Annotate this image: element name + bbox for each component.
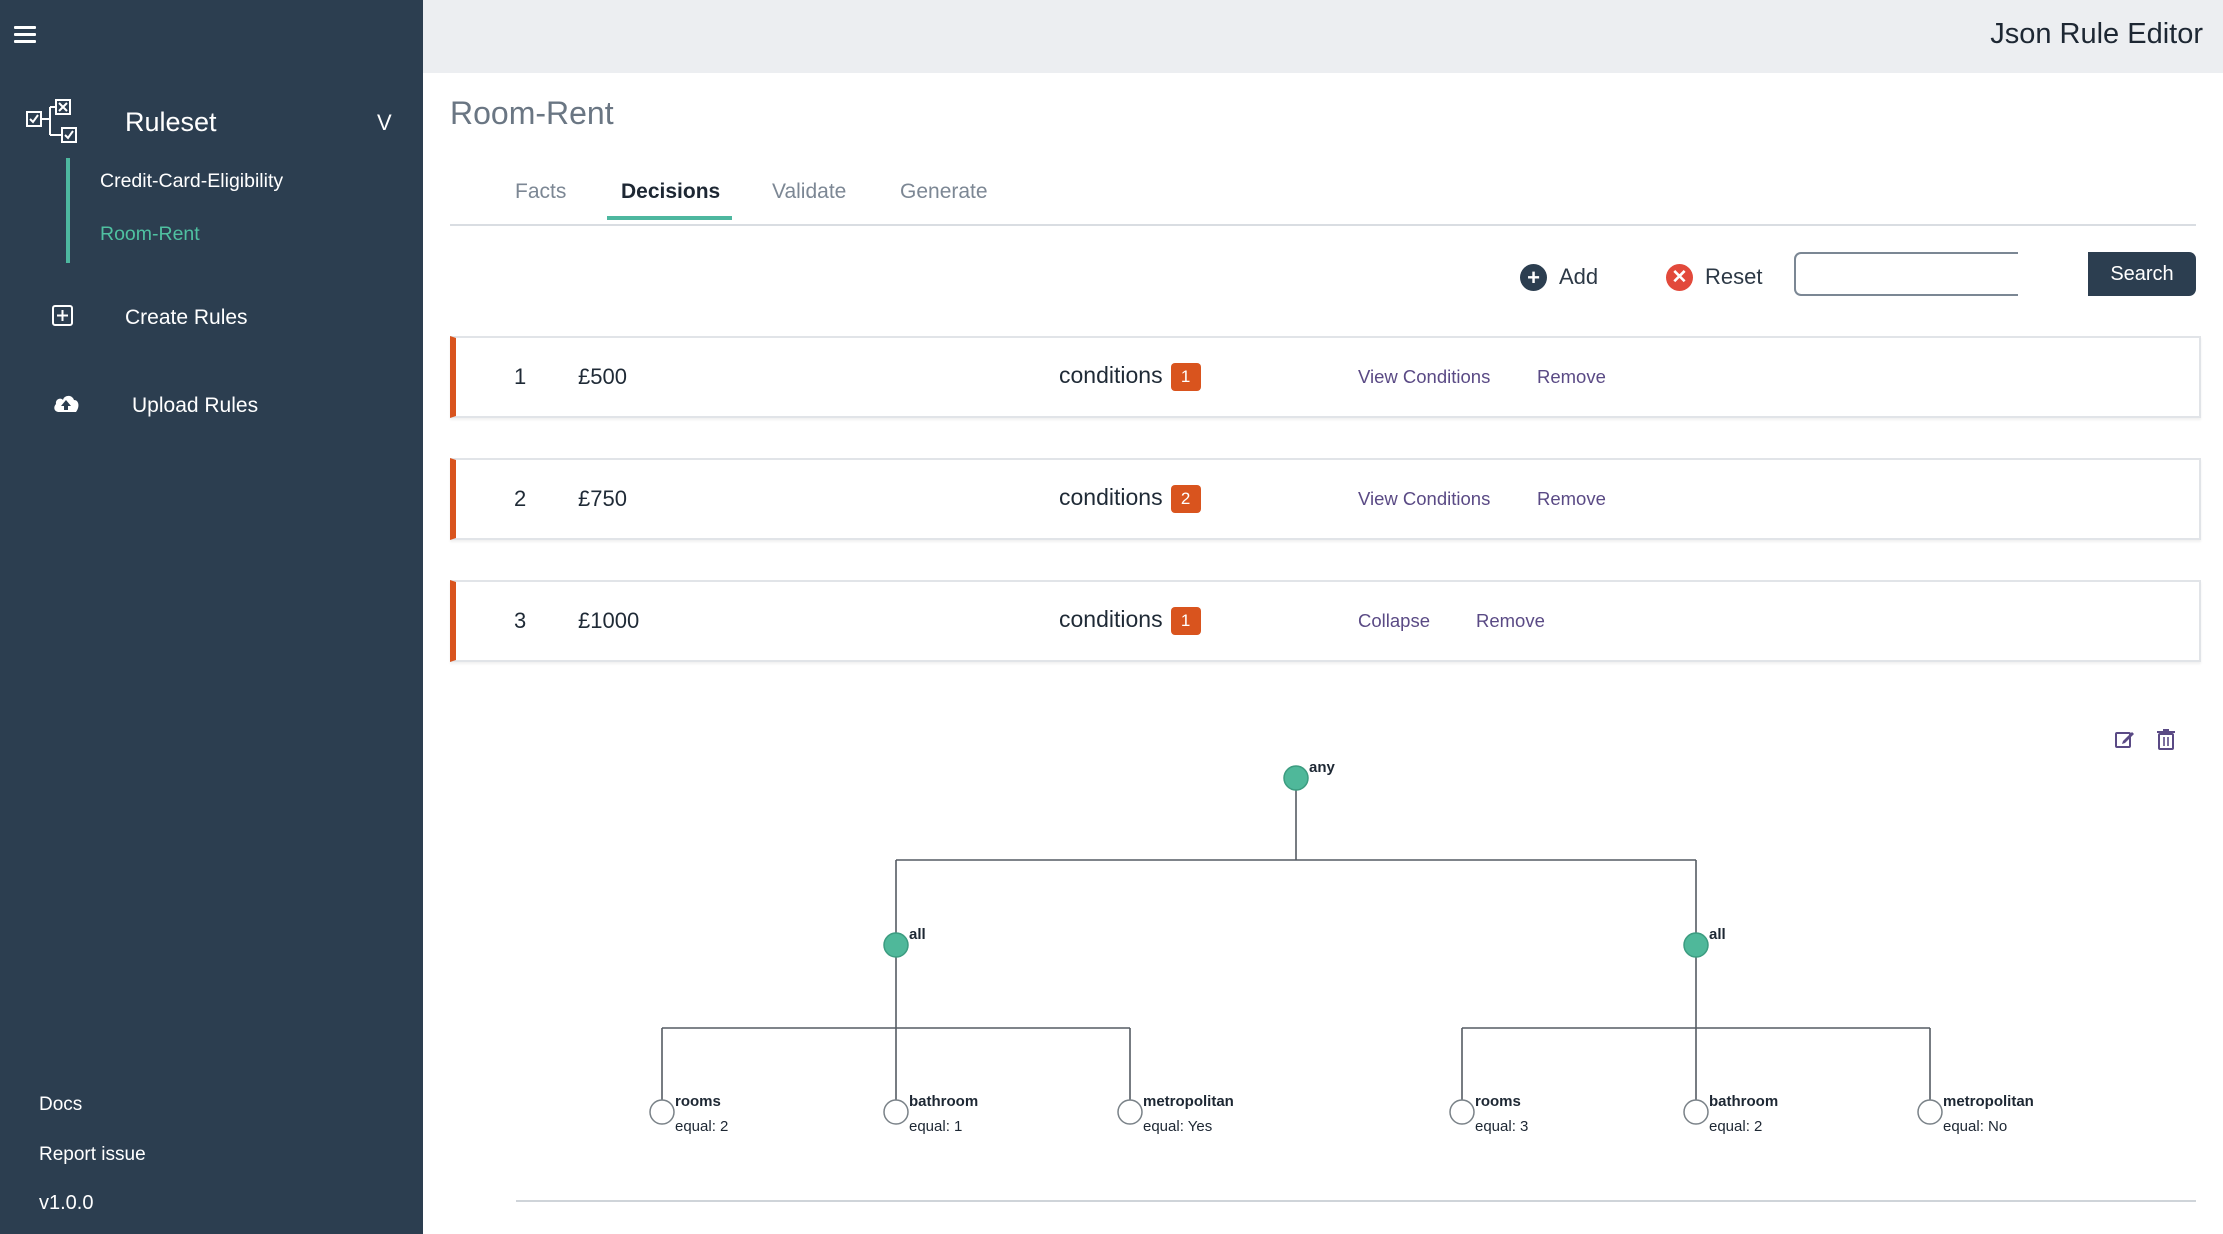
search-input[interactable] <box>1794 252 2018 296</box>
version-label: v1.0.0 <box>39 1192 94 1214</box>
leaf-fact: rooms <box>675 1093 721 1110</box>
tab-generate[interactable]: Generate <box>900 180 988 203</box>
conditions-text: conditions <box>1059 484 1163 510</box>
leaf-fact: rooms <box>1475 1093 1521 1110</box>
tree-leaf[interactable]: metropolitan equal: No <box>1917 1093 2034 1135</box>
decision-value: £750 <box>578 486 627 511</box>
conditions-tree: any all all rooms equal: 2 bathroom equa… <box>649 759 2034 1135</box>
tab-validate[interactable]: Validate <box>772 180 847 203</box>
leaf-fact: bathroom <box>1709 1093 1778 1110</box>
plus-circle-icon: + <box>1520 263 1547 291</box>
tab-facts[interactable]: Facts <box>515 180 567 203</box>
leaf-fact: metropolitan <box>1143 1093 1234 1110</box>
report-issue-link[interactable]: Report issue <box>39 1144 146 1165</box>
decision-value: £1000 <box>578 608 640 633</box>
tree-node-branch[interactable]: all <box>883 926 926 958</box>
tree-node-label: all <box>909 926 926 943</box>
leaf-condition: equal: 3 <box>1475 1118 1528 1135</box>
reset-label: Reset <box>1705 264 1763 289</box>
ruleset-label[interactable]: Ruleset <box>125 107 217 137</box>
remove-link[interactable]: Remove <box>1537 488 1606 509</box>
decision-row: 1 £500 conditions 1 View Conditions Remov… <box>450 336 2201 418</box>
tree-leaf[interactable]: bathroom equal: 2 <box>1683 1093 1778 1135</box>
create-rules-link[interactable]: Create Rules <box>125 306 248 329</box>
search-button[interactable]: Search <box>2088 252 2196 296</box>
conditions-label: conditions 1 <box>1059 606 1201 635</box>
decision-index: 1 <box>514 364 527 389</box>
tree-node-root[interactable]: any <box>1283 759 1336 791</box>
tree-leaf[interactable]: rooms equal: 2 <box>649 1093 728 1135</box>
ruleset-item-credit-card-eligibility[interactable]: Credit-Card-Eligibility <box>100 170 284 192</box>
ruleset-list: Credit-Card-Eligibility Room-Rent <box>66 158 410 263</box>
app-title: Json Rule Editor <box>1990 18 2203 50</box>
conditions-count-badge: 2 <box>1170 484 1201 513</box>
docs-link[interactable]: Docs <box>39 1094 83 1115</box>
cloud-upload-icon[interactable] <box>52 392 80 414</box>
add-button[interactable]: + Add <box>1520 262 1598 292</box>
tree-node-label: any <box>1309 759 1336 776</box>
remove-link[interactable]: Remove <box>1476 610 1545 631</box>
divider <box>516 1200 2196 1202</box>
tree-node-branch[interactable]: all <box>1683 926 1726 958</box>
page-title: Room-Rent <box>450 95 614 131</box>
plus-square-icon[interactable] <box>52 305 73 326</box>
decision-value: £500 <box>578 364 627 389</box>
reset-button[interactable]: ✕ Reset <box>1666 262 1762 292</box>
tree-node-label: all <box>1709 926 1726 943</box>
leaf-condition: equal: 1 <box>909 1118 962 1135</box>
view-conditions-link[interactable]: View Conditions <box>1358 366 1491 387</box>
collapse-link[interactable]: Collapse <box>1358 610 1430 631</box>
conditions-text: conditions <box>1059 606 1163 632</box>
leaf-fact: bathroom <box>909 1093 978 1110</box>
leaf-fact: metropolitan <box>1943 1093 2034 1110</box>
close-circle-icon: ✕ <box>1666 263 1693 291</box>
leaf-condition: equal: Yes <box>1143 1118 1212 1135</box>
conditions-label: conditions 2 <box>1059 484 1201 513</box>
tree-leaf[interactable]: metropolitan equal: Yes <box>1117 1093 1234 1135</box>
add-label: Add <box>1559 264 1599 289</box>
ruleset-icon <box>26 99 77 143</box>
chevron-down-icon[interactable]: V <box>377 110 392 135</box>
leaf-condition: equal: 2 <box>1709 1118 1762 1135</box>
decision-index: 2 <box>514 486 527 511</box>
tree-leaf[interactable]: rooms equal: 3 <box>1449 1093 1528 1135</box>
conditions-label: conditions 1 <box>1059 362 1201 391</box>
leaf-condition: equal: 2 <box>675 1118 728 1135</box>
edit-icon[interactable] <box>2114 728 2136 750</box>
view-conditions-link[interactable]: View Conditions <box>1358 488 1491 509</box>
trash-icon[interactable] <box>2156 728 2176 750</box>
tree-leaf[interactable]: bathroom equal: 1 <box>883 1093 978 1135</box>
decision-row: 2 £750 conditions 2 View Conditions Remov… <box>450 458 2201 540</box>
remove-link[interactable]: Remove <box>1537 366 1606 387</box>
sidebar: Ruleset V Credit-Card-Eligibility Room-R… <box>0 0 423 1234</box>
tab-bar: Facts Decisions Validate Generate <box>450 168 2196 226</box>
upload-rules-link[interactable]: Upload Rules <box>132 394 259 417</box>
menu-icon[interactable] <box>14 26 36 46</box>
ruleset-item-room-rent[interactable]: Room-Rent <box>100 223 200 245</box>
top-bar: Json Rule Editor <box>423 0 2223 73</box>
decision-index: 3 <box>514 608 527 633</box>
conditions-count-badge: 1 <box>1170 606 1201 635</box>
active-tab-indicator <box>607 216 732 220</box>
leaf-condition: equal: No <box>1943 1118 2007 1135</box>
conditions-count-badge: 1 <box>1170 362 1201 391</box>
decision-row: 3 £1000 conditions 1 Collapse Remove <box>450 580 2201 662</box>
conditions-text: conditions <box>1059 362 1163 388</box>
tab-decisions[interactable]: Decisions <box>621 180 721 203</box>
